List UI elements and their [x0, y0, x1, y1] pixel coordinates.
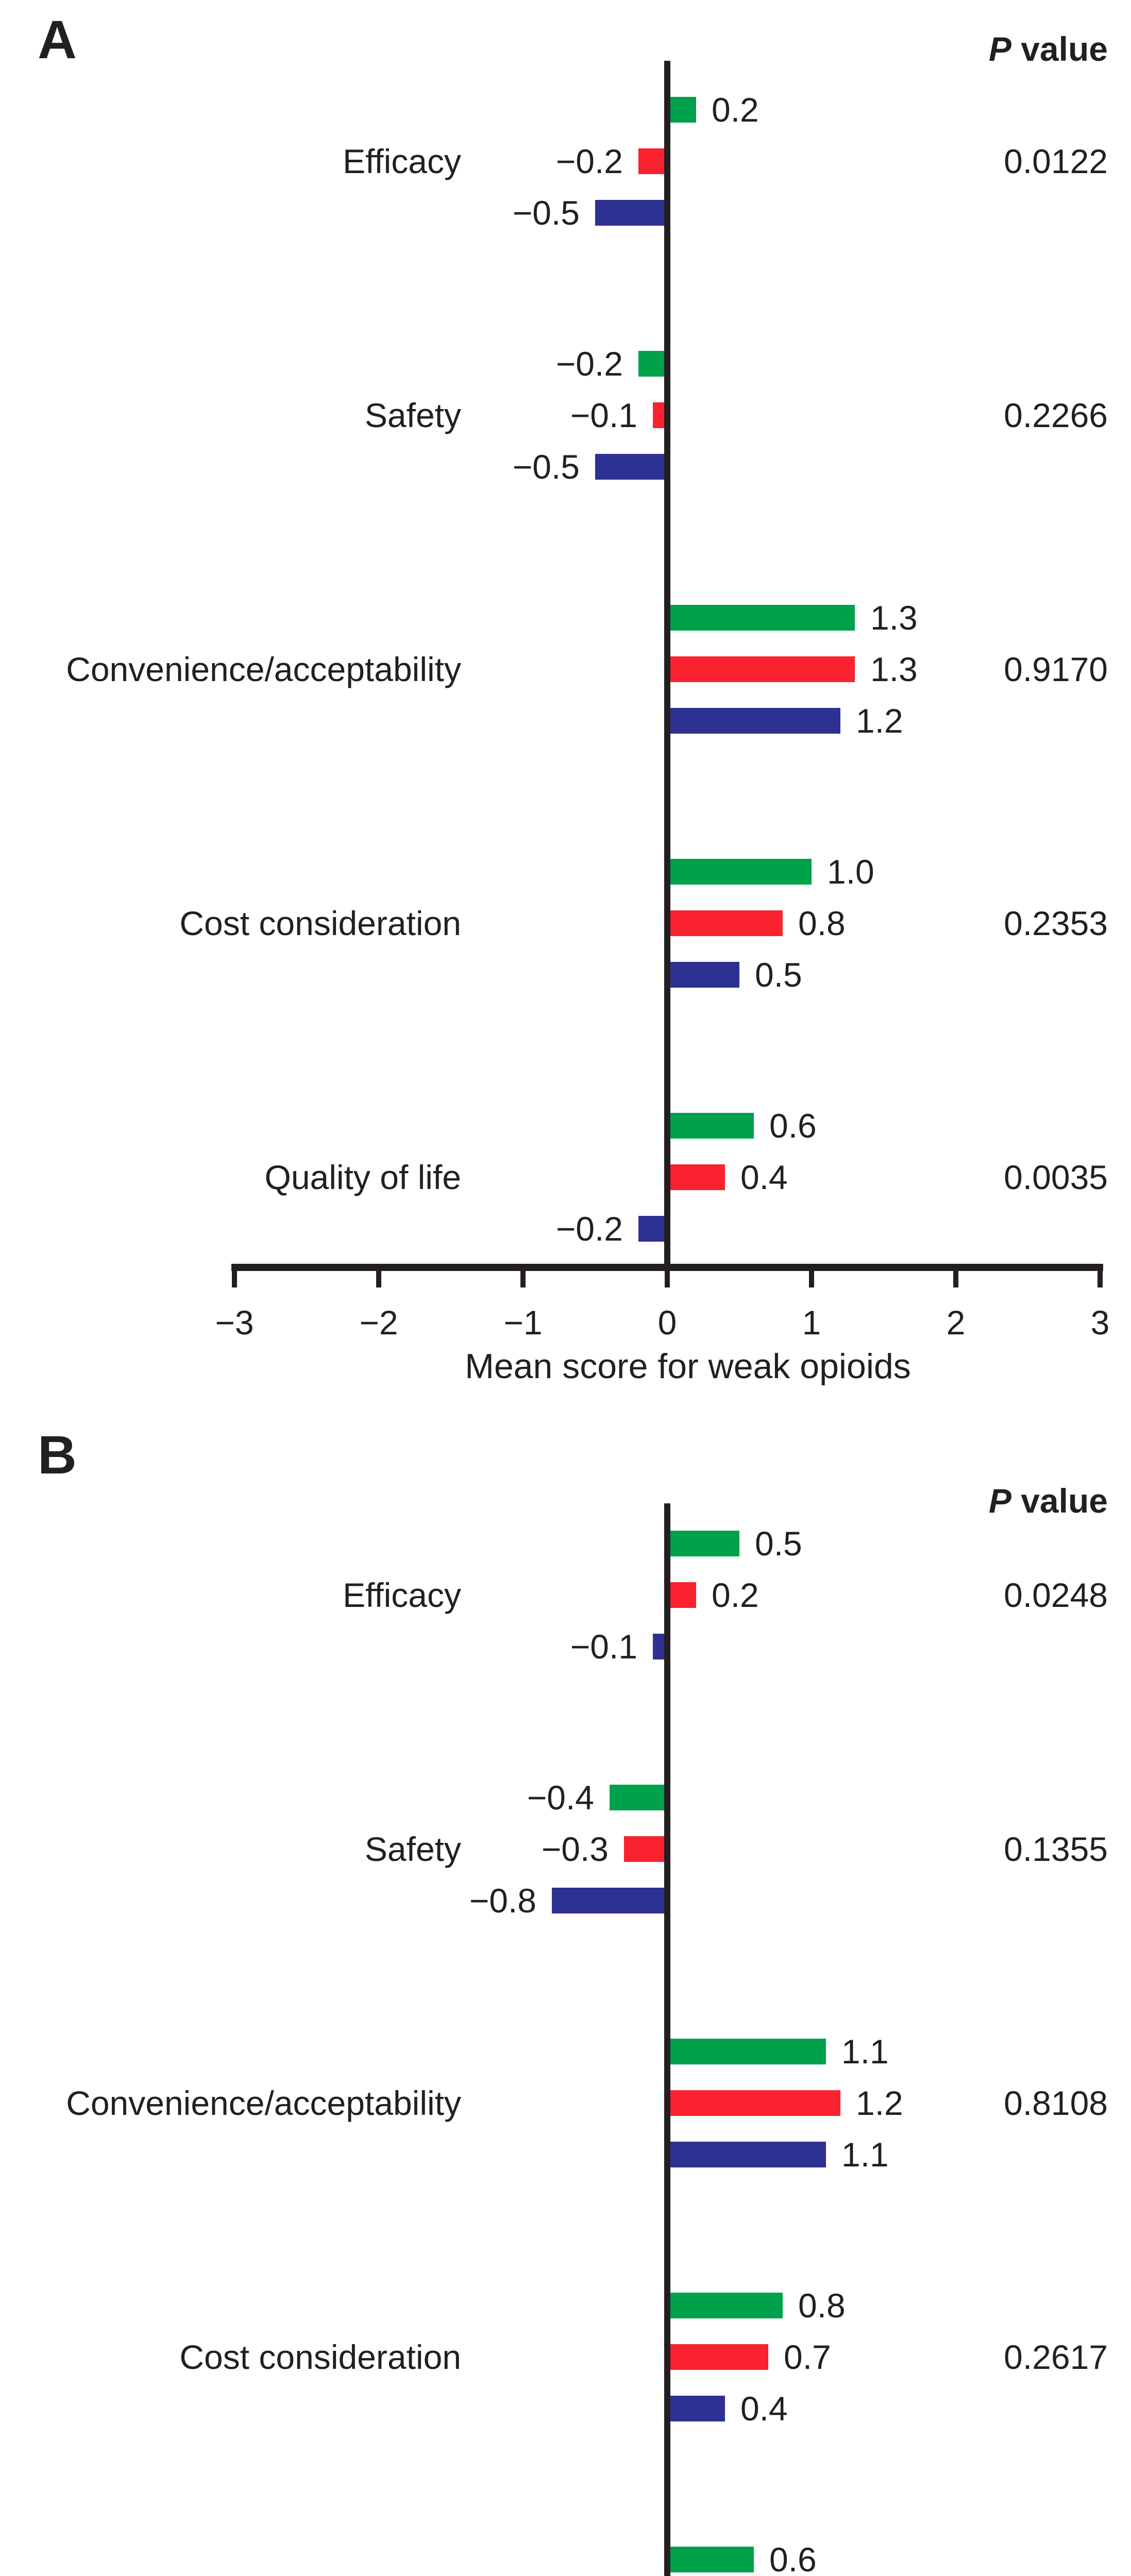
bar — [667, 605, 855, 631]
bar — [595, 200, 667, 226]
bar — [667, 2142, 826, 2167]
bar — [667, 708, 840, 734]
bar — [667, 859, 812, 885]
x-tick-label: 3 — [1090, 1303, 1110, 1342]
x-tick — [376, 1271, 381, 1287]
bar-value-label: 0.5 — [755, 956, 802, 994]
category-label: Safety — [364, 396, 461, 434]
bar-value-label: 0.8 — [798, 904, 846, 942]
bar-value-label: 0.5 — [755, 1524, 802, 1563]
bar-value-label: 0.4 — [740, 1158, 788, 1196]
bar-value-label: 1.2 — [856, 702, 903, 740]
bar-value-label: −0.1 — [570, 396, 637, 434]
x-tick-label: 1 — [802, 1303, 821, 1342]
bar-value-label: −0.5 — [512, 194, 580, 232]
bar-value-label: −0.4 — [527, 1778, 594, 1817]
bar — [667, 656, 855, 682]
bar — [667, 1164, 725, 1190]
bar — [667, 2293, 783, 2318]
p-value: 0.2353 — [1004, 904, 1108, 942]
category-label: Cost consideration — [179, 904, 461, 942]
x-tick — [665, 1271, 670, 1287]
bar-value-label: 0.2 — [712, 91, 759, 129]
bar — [552, 1888, 667, 1913]
bar-value-label: 1.1 — [841, 2032, 889, 2071]
bar — [667, 2547, 754, 2572]
p-value: 0.8108 — [1004, 2084, 1108, 2122]
bar-value-label: −0.5 — [512, 448, 580, 486]
bar-value-label: 0.6 — [769, 1107, 817, 1145]
x-tick-label: −3 — [215, 1303, 254, 1342]
p-value: 0.2266 — [1004, 396, 1108, 434]
panel-letter-A: A — [38, 10, 77, 70]
p-value: 0.2617 — [1004, 2338, 1108, 2376]
category-label: Efficacy — [343, 1576, 461, 1614]
x-tick-label: 0 — [657, 1303, 677, 1342]
bar — [638, 148, 667, 174]
bar — [667, 97, 696, 123]
panel-letter-B: B — [38, 1425, 77, 1485]
bar-value-label: −0.1 — [570, 1628, 637, 1666]
bar-value-label: −0.3 — [541, 1830, 609, 1868]
bar-value-label: 1.3 — [870, 599, 918, 637]
bar-value-label: −0.2 — [555, 345, 623, 383]
x-axis-title: Mean score for weak opioids — [465, 1347, 911, 1386]
x-tick — [1098, 1271, 1103, 1287]
x-tick — [809, 1271, 814, 1287]
bar — [595, 454, 667, 480]
bar — [667, 2396, 725, 2421]
bar-value-label: 0.6 — [769, 2540, 817, 2576]
bar-value-label: 1.3 — [870, 650, 918, 688]
x-tick — [232, 1271, 237, 1287]
x-tick-label: 2 — [946, 1303, 966, 1342]
x-tick — [953, 1271, 958, 1287]
bar — [638, 1216, 667, 1242]
p-value: 0.0248 — [1004, 1576, 1108, 1614]
bar — [667, 910, 783, 936]
zero-axis-line — [664, 61, 670, 1271]
bar-value-label: 1.0 — [827, 853, 874, 891]
p-value: 0.9170 — [1004, 650, 1108, 688]
bar — [667, 1113, 754, 1139]
bar-value-label: 1.1 — [841, 2136, 889, 2174]
category-label: Efficacy — [343, 142, 461, 180]
bar-value-label: −0.2 — [555, 142, 623, 180]
category-label: Cost consideration — [179, 2338, 461, 2376]
bar-value-label: 0.2 — [712, 1576, 759, 1614]
category-label: Convenience/acceptability — [66, 2084, 461, 2122]
bar — [667, 1582, 696, 1608]
bar — [667, 2344, 768, 2370]
bar-value-label: 0.7 — [784, 2338, 831, 2376]
x-tick — [520, 1271, 526, 1287]
bar-value-label: 1.2 — [856, 2084, 903, 2122]
p-value-header-italic-p: P — [988, 30, 1011, 68]
category-label: Convenience/acceptability — [66, 650, 461, 688]
x-tick-label: −2 — [359, 1303, 398, 1342]
bar — [624, 1836, 667, 1862]
p-value-header: P value — [988, 30, 1108, 68]
p-value-header-italic-p: P — [988, 1482, 1011, 1520]
p-value: 0.0035 — [1004, 1158, 1108, 1196]
bar — [667, 2039, 826, 2064]
p-value-header: P value — [988, 1482, 1108, 1520]
bar — [667, 2090, 840, 2116]
bar-value-label: 0.8 — [798, 2286, 846, 2325]
p-value: 0.1355 — [1004, 1830, 1108, 1868]
bar-value-label: −0.8 — [469, 1882, 536, 1920]
bar — [667, 962, 739, 988]
zero-axis-line — [664, 1503, 670, 2576]
bar — [638, 351, 667, 377]
x-axis-line — [231, 1264, 1103, 1271]
category-label: Safety — [364, 1830, 461, 1868]
bar-value-label: 0.4 — [740, 2389, 788, 2428]
bar — [610, 1785, 667, 1810]
bar-value-label: −0.2 — [555, 1210, 623, 1248]
p-value: 0.0122 — [1004, 142, 1108, 180]
x-tick-label: −1 — [503, 1303, 543, 1342]
category-label: Quality of life — [264, 1158, 462, 1196]
bar — [667, 1531, 739, 1556]
